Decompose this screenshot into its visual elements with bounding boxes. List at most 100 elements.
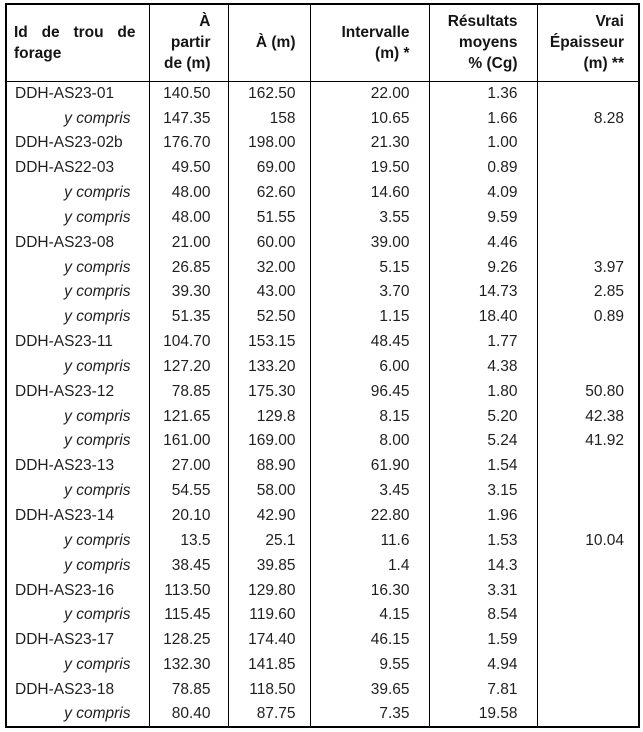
table-row-included: y compris 80.40 87.75 7.35 19.58 — [5, 702, 640, 727]
table-row-included: y compris 26.85 32.00 5.15 9.26 3.97 — [5, 254, 640, 280]
cell-hole-id: y compris — [5, 205, 150, 231]
cell-from: 27.00 — [148, 453, 229, 479]
cell-from: 80.40 — [148, 702, 229, 727]
cell-interval: 3.45 — [309, 478, 430, 504]
cell-interval: 22.80 — [309, 503, 430, 529]
cell-from: 48.00 — [148, 205, 229, 231]
table-row-included: y compris 121.65 129.8 8.15 5.20 42.38 — [5, 403, 640, 429]
cell-thickness — [536, 702, 640, 727]
cell-thickness — [536, 329, 640, 355]
cell-interval: 10.65 — [309, 105, 430, 131]
cell-result: 1.00 — [428, 130, 538, 156]
cell-from: 20.10 — [148, 503, 229, 529]
table-row-included: y compris 54.55 58.00 3.45 3.15 — [5, 478, 640, 504]
table-row-hole: DDH-AS23-12 78.85 175.30 96.45 1.80 50.80 — [5, 379, 640, 404]
cell-hole-id: DDH-AS23-12 — [5, 379, 150, 404]
cell-interval: 21.30 — [309, 130, 430, 156]
cell-thickness — [536, 130, 640, 156]
cell-thickness — [536, 677, 640, 703]
cell-thickness — [536, 180, 640, 206]
cell-from: 140.50 — [148, 81, 229, 106]
cell-to: 25.1 — [227, 528, 311, 554]
cell-result: 19.58 — [428, 702, 538, 727]
table-row-hole: DDH-AS23-08 21.00 60.00 39.00 4.46 — [5, 230, 640, 255]
cell-hole-id: y compris — [5, 478, 150, 504]
cell-thickness — [536, 627, 640, 653]
cell-result: 7.81 — [428, 677, 538, 703]
cell-result: 14.73 — [428, 279, 538, 305]
cell-from: 127.20 — [148, 354, 229, 380]
cell-result: 3.15 — [428, 478, 538, 504]
cell-hole-id: DDH-AS23-11 — [5, 329, 150, 355]
cell-hole-id: y compris — [5, 602, 150, 628]
cell-from: 21.00 — [148, 230, 229, 255]
cell-result: 14.3 — [428, 553, 538, 578]
cell-from: 26.85 — [148, 254, 229, 280]
cell-interval: 39.65 — [309, 677, 430, 703]
table-row-hole: DDH-AS23-18 78.85 118.50 39.65 7.81 — [5, 677, 640, 703]
cell-from: 48.00 — [148, 180, 229, 206]
cell-result: 4.46 — [428, 230, 538, 255]
cell-thickness — [536, 155, 640, 181]
cell-thickness — [536, 577, 640, 603]
table-row-included: y compris 147.35 158 10.65 1.66 8.28 — [5, 105, 640, 131]
cell-thickness — [536, 602, 640, 628]
cell-to: 169.00 — [227, 428, 311, 454]
cell-to: 175.30 — [227, 379, 311, 404]
cell-hole-id: DDH-AS23-02b — [5, 130, 150, 156]
cell-from: 54.55 — [148, 478, 229, 504]
table-row-hole: DDH-AS23-13 27.00 88.90 61.90 1.54 — [5, 453, 640, 479]
cell-to: 87.75 — [227, 702, 311, 727]
cell-hole-id: DDH-AS23-01 — [5, 81, 150, 106]
cell-to: 60.00 — [227, 230, 311, 255]
cell-to: 133.20 — [227, 354, 311, 380]
table-row-included: y compris 115.45 119.60 4.15 8.54 — [5, 602, 640, 628]
cell-from: 51.35 — [148, 304, 229, 330]
cell-to: 52.50 — [227, 304, 311, 330]
cell-hole-id: DDH-AS23-18 — [5, 677, 150, 703]
cell-interval: 19.50 — [309, 155, 430, 181]
cell-result: 1.59 — [428, 627, 538, 653]
cell-interval: 14.60 — [309, 180, 430, 206]
cell-from: 147.35 — [148, 105, 229, 131]
cell-hole-id: y compris — [5, 652, 150, 678]
cell-to: 58.00 — [227, 478, 311, 504]
cell-interval: 7.35 — [309, 702, 430, 727]
cell-from: 13.5 — [148, 528, 229, 554]
table-row-included: y compris 161.00 169.00 8.00 5.24 41.92 — [5, 428, 640, 454]
cell-hole-id: y compris — [5, 304, 150, 330]
cell-to: 198.00 — [227, 130, 311, 156]
cell-thickness — [536, 453, 640, 479]
table-row-included: y compris 38.45 39.85 1.4 14.3 — [5, 553, 640, 578]
header-from-m: À partir de (m) — [148, 4, 229, 82]
cell-result: 4.38 — [428, 354, 538, 380]
cell-thickness: 50.80 — [536, 379, 640, 404]
cell-interval: 6.00 — [309, 354, 430, 380]
table-row-hole: DDH-AS23-16 113.50 129.80 16.30 3.31 — [5, 577, 640, 603]
cell-from: 132.30 — [148, 652, 229, 678]
table-row-included: y compris 39.30 43.00 3.70 14.73 2.85 — [5, 279, 640, 305]
cell-to: 153.15 — [227, 329, 311, 355]
cell-thickness: 42.38 — [536, 403, 640, 429]
cell-interval: 22.00 — [309, 81, 430, 106]
cell-result: 18.40 — [428, 304, 538, 330]
cell-to: 174.40 — [227, 627, 311, 653]
cell-thickness — [536, 354, 640, 380]
table-row-included: y compris 51.35 52.50 1.15 18.40 0.89 — [5, 304, 640, 330]
cell-to: 62.60 — [227, 180, 311, 206]
cell-interval: 11.6 — [309, 528, 430, 554]
cell-interval: 1.4 — [309, 553, 430, 578]
cell-interval: 16.30 — [309, 577, 430, 603]
cell-to: 129.80 — [227, 577, 311, 603]
cell-result: 1.80 — [428, 379, 538, 404]
cell-result: 9.26 — [428, 254, 538, 280]
cell-to: 43.00 — [227, 279, 311, 305]
cell-from: 104.70 — [148, 329, 229, 355]
cell-hole-id: y compris — [5, 428, 150, 454]
cell-hole-id: DDH-AS22-03 — [5, 155, 150, 181]
cell-interval: 61.90 — [309, 453, 430, 479]
cell-from: 115.45 — [148, 602, 229, 628]
cell-from: 78.85 — [148, 379, 229, 404]
cell-thickness — [536, 652, 640, 678]
cell-interval: 5.15 — [309, 254, 430, 280]
